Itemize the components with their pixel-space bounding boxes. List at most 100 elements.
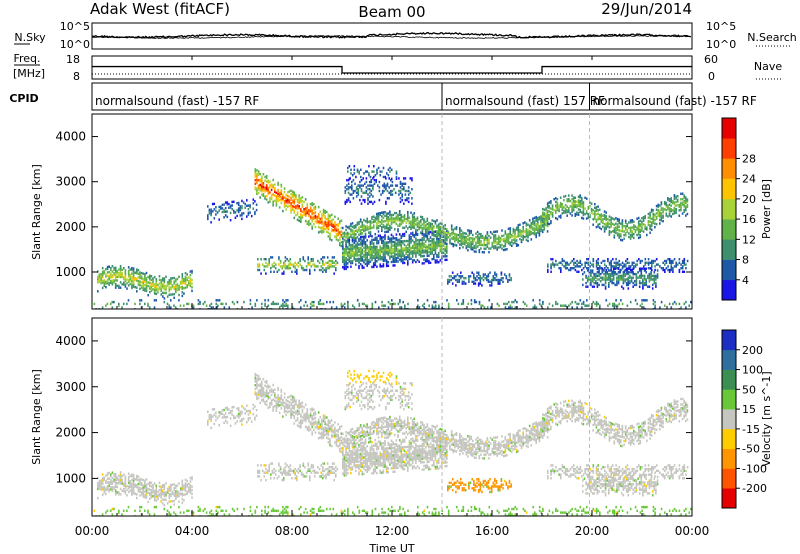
power-cell (144, 289, 146, 292)
velocity-cell (136, 485, 138, 489)
power-cell (165, 288, 167, 291)
power-cell (418, 226, 420, 229)
velocity-cell (183, 484, 185, 487)
power-cell (520, 231, 523, 235)
power-cell (439, 246, 442, 249)
power-cell (215, 206, 217, 209)
power-cell (346, 184, 348, 187)
velocity-cell (97, 487, 99, 491)
power-cell (258, 263, 261, 266)
power-cell (585, 281, 587, 285)
power-cell (173, 293, 175, 296)
power-cell (317, 302, 320, 306)
power-cell (365, 186, 368, 189)
power-cell (429, 245, 432, 248)
power-cell (458, 280, 460, 284)
power-cell (558, 267, 560, 270)
power-cell (463, 232, 466, 235)
power-cell (231, 200, 233, 204)
power-cell (641, 229, 643, 233)
power-cell (256, 181, 258, 185)
velocity-cell (257, 375, 260, 378)
power-cell (426, 251, 429, 254)
power-cell (165, 275, 167, 279)
power-cell (345, 225, 347, 228)
power-cell (142, 281, 145, 284)
power-cell (124, 278, 127, 281)
power-cell (372, 186, 374, 189)
velocity-cell (121, 489, 123, 493)
power-cell (113, 281, 115, 284)
velocity-cell (262, 377, 265, 381)
power-cell (571, 198, 573, 201)
velocity-cell (191, 492, 193, 496)
power-cell (223, 203, 225, 206)
power-cell (260, 258, 262, 261)
power-cell (322, 221, 325, 224)
power-cell (616, 304, 619, 307)
power-y-tick-label: 3000 (55, 175, 86, 189)
power-cell (498, 235, 500, 238)
power-cell (680, 198, 682, 201)
velocity-cell (108, 482, 110, 486)
power-cell (411, 179, 413, 182)
velocity-cell (149, 497, 151, 501)
velocity-cell (132, 488, 135, 491)
power-cell (428, 232, 430, 236)
power-cell (434, 304, 437, 307)
power-cell (308, 220, 310, 223)
power-cell (105, 273, 107, 276)
power-cell (653, 276, 656, 279)
power-cell (398, 244, 401, 247)
velocity-cell (101, 473, 104, 476)
power-cell (622, 281, 625, 285)
power-cell (550, 207, 552, 210)
power-cell (525, 238, 528, 242)
power-cell (514, 306, 517, 309)
power-cell (615, 310, 617, 312)
power-cell (274, 263, 277, 266)
velocity-cell (163, 493, 166, 496)
power-cell (256, 169, 258, 172)
power-cell (690, 300, 692, 304)
power-cell (170, 280, 172, 284)
velocity-cell (145, 494, 148, 498)
power-cell (462, 302, 465, 306)
velocity-cell (152, 483, 154, 487)
power-cell (110, 274, 112, 277)
power-cell (119, 273, 122, 277)
power-cell (114, 268, 117, 271)
velocity-cell (119, 471, 122, 474)
power-cell (548, 213, 551, 217)
power-cell (655, 215, 658, 219)
power-cell (300, 207, 302, 211)
power-cell (585, 285, 587, 288)
power-cell (300, 209, 302, 213)
power-cell (399, 306, 401, 309)
power-cell (537, 220, 539, 223)
velocity-cell (168, 493, 171, 496)
power-cell (372, 262, 375, 265)
power-cell (292, 265, 295, 268)
power-cell (241, 206, 243, 210)
power-cell (501, 243, 503, 247)
velocity-cell (173, 494, 175, 497)
power-cell (385, 214, 388, 217)
velocity-cell (149, 488, 151, 491)
power-cell (462, 240, 464, 244)
power-cell (390, 217, 393, 220)
power-cell (283, 187, 286, 190)
power-cell (473, 300, 476, 304)
power-cell (454, 243, 456, 247)
power-cell (229, 219, 232, 222)
power-cell (678, 214, 681, 217)
power-cell (420, 221, 422, 224)
power-cell (404, 310, 406, 312)
power-cell (665, 267, 668, 270)
velocity-cell (163, 483, 166, 487)
velocity-cell (163, 491, 166, 494)
power-cell (496, 302, 499, 306)
power-cell (450, 242, 453, 246)
power-cell (379, 245, 381, 248)
